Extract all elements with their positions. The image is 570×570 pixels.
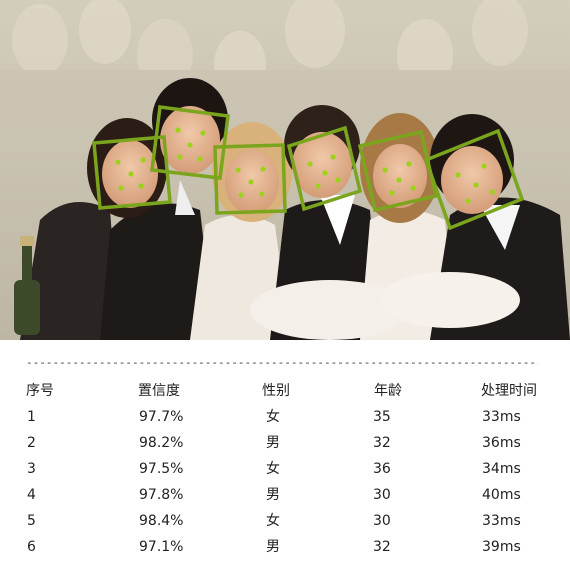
cell-time: 33ms (482, 409, 521, 425)
cell-index: 5 (27, 513, 36, 529)
group-photo (0, 0, 570, 340)
table-row: 1 97.7% 女 35 33ms (0, 404, 570, 430)
cell-time: 39ms (482, 539, 521, 555)
table-row: 4 97.8% 男 30 40ms (0, 482, 570, 508)
cell-time: 34ms (482, 461, 521, 477)
detection-results-table: 序号 置信度 性别 年龄 处理时间 1 97.7% 女 35 33ms 2 98… (0, 378, 570, 560)
cell-age: 36 (373, 461, 391, 477)
cell-index: 3 (27, 461, 36, 477)
cell-gender: 男 (266, 539, 280, 555)
face-landmarks (115, 127, 495, 204)
cell-gender: 女 (266, 409, 280, 425)
cell-gender: 男 (266, 487, 280, 503)
cell-confidence: 97.8% (139, 487, 184, 503)
dashed-separator: ----------------------------------------… (26, 356, 538, 369)
cell-index: 6 (27, 539, 36, 555)
cell-age: 35 (373, 409, 391, 425)
cell-confidence: 97.7% (139, 409, 184, 425)
header-gender: 性别 (262, 383, 290, 399)
face-box-1 (92, 135, 172, 210)
bodies (14, 180, 570, 340)
table-row: 2 98.2% 男 32 36ms (0, 430, 570, 456)
header-age: 年龄 (374, 383, 402, 399)
cell-confidence: 97.5% (139, 461, 184, 477)
face-box-4 (286, 125, 363, 212)
table-row: 6 97.1% 男 32 39ms (0, 534, 570, 560)
cell-time: 40ms (482, 487, 521, 503)
header-confidence: 置信度 (138, 383, 180, 399)
header-index: 序号 (26, 383, 54, 399)
cell-gender: 女 (266, 513, 280, 529)
table-row: 3 97.5% 女 36 34ms (0, 456, 570, 482)
cell-age: 32 (373, 539, 391, 555)
face-detections (92, 105, 525, 231)
face-box-5 (357, 129, 439, 213)
cell-age: 30 (373, 513, 391, 529)
cell-time: 33ms (482, 513, 521, 529)
table-row: 5 98.4% 女 30 33ms (0, 508, 570, 534)
cell-index: 1 (27, 409, 36, 425)
header-time: 处理时间 (481, 383, 537, 399)
cell-gender: 女 (266, 461, 280, 477)
cell-confidence: 97.1% (139, 539, 184, 555)
table-header-row: 序号 置信度 性别 年龄 处理时间 (0, 378, 570, 404)
cell-index: 2 (27, 435, 36, 451)
face-box-6 (423, 128, 525, 231)
cell-confidence: 98.2% (139, 435, 184, 451)
cell-age: 30 (373, 487, 391, 503)
cell-gender: 男 (266, 435, 280, 451)
cell-confidence: 98.4% (139, 513, 184, 529)
cell-time: 36ms (482, 435, 521, 451)
face-box-3 (213, 143, 287, 215)
cell-index: 4 (27, 487, 36, 503)
face-box-2 (150, 105, 230, 180)
cell-age: 32 (373, 435, 391, 451)
